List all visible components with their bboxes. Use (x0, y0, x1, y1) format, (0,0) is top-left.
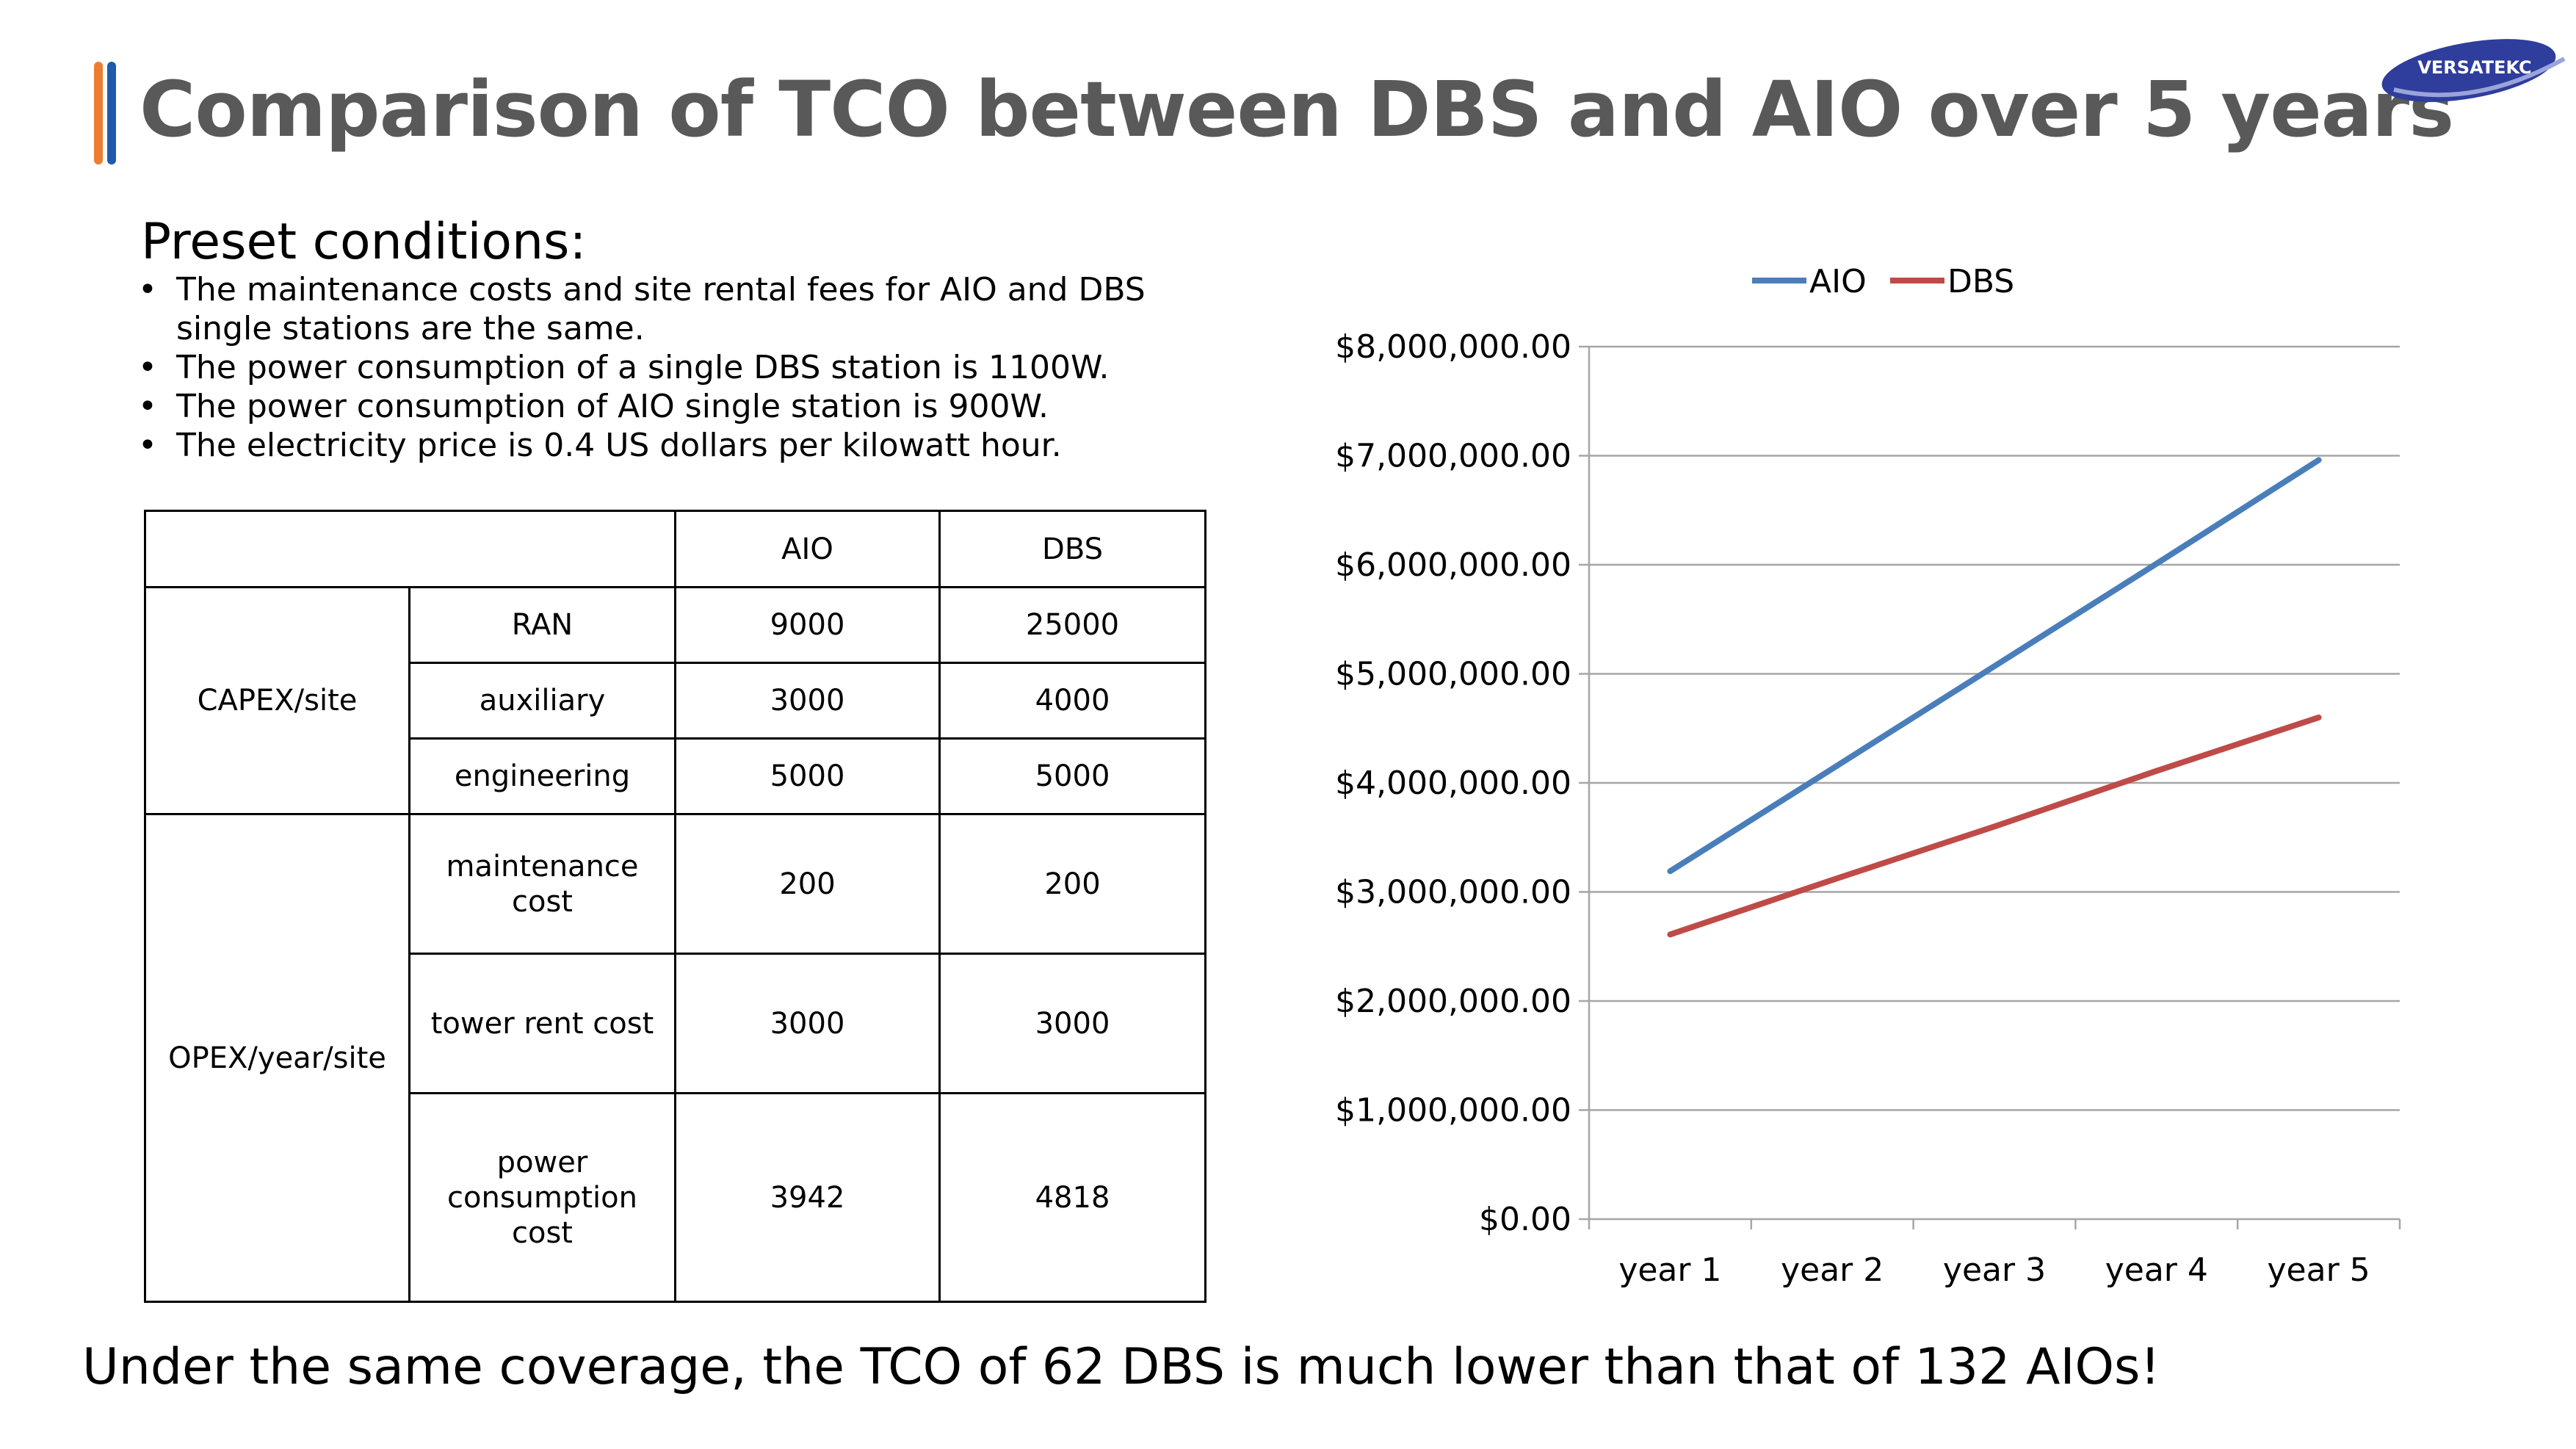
aio-value: 3942 (674, 1092, 941, 1303)
legend-label-dbs: DBS (1947, 263, 2014, 300)
table-header-row: AIO DBS (144, 510, 1206, 588)
versatekc-logo: VERSATEKC (2381, 39, 2566, 102)
tco-table: AIO DBS CAPEX/site RAN 9000 25000 auxili… (144, 510, 1206, 1303)
row-label: auxiliary (408, 662, 676, 740)
aio-value: 5000 (674, 737, 941, 815)
conditions-list: The maintenance costs and site rental fe… (138, 270, 1240, 465)
condition-item: The electricity price is 0.4 US dollars … (138, 426, 1240, 465)
dbs-value: 4818 (938, 1092, 1206, 1303)
table-row: auxiliary 3000 4000 (145, 662, 1206, 740)
dbs-value: 4000 (938, 662, 1206, 740)
row-label: engineering (408, 737, 676, 815)
x-tick-label: year 1 (1618, 1251, 1721, 1289)
aio-value: 200 (674, 813, 941, 955)
x-tick-label: year 3 (1943, 1251, 2046, 1289)
table-row: CAPEX/site RAN 9000 25000 (144, 586, 1206, 815)
y-tick-label: $2,000,000.00 (1335, 983, 1571, 1020)
row-label: tower rent cost (408, 953, 676, 1094)
x-tick-label: year 2 (1781, 1251, 1884, 1289)
opex-group-label: OPEX/year/site (144, 813, 410, 1303)
footer-statement: Under the same coverage, the TCO of 62 D… (82, 1338, 2160, 1396)
table-row: engineering 5000 5000 (145, 737, 1206, 815)
column-header-dbs: DBS (938, 510, 1206, 588)
table-row: OPEX/year/site maintenance cost 200 200 (144, 813, 1206, 1303)
table-row: tower rent cost 3000 3000 (145, 953, 1206, 1094)
series-line-dbs (1667, 714, 2322, 938)
aio-value: 3000 (674, 953, 941, 1094)
capex-group-label: CAPEX/site (144, 586, 410, 815)
y-tick-label: $0.00 (1479, 1201, 1571, 1238)
dbs-value: 5000 (938, 737, 1206, 815)
legend-label-aio: AIO (1809, 263, 1867, 300)
dbs-value: 200 (938, 813, 1206, 955)
row-label: RAN (408, 586, 676, 664)
y-tick-label: $1,000,000.00 (1335, 1092, 1571, 1130)
condition-item: The power consumption of AIO single stat… (138, 387, 1240, 426)
y-tick-label: $8,000,000.00 (1335, 328, 1571, 366)
tco-line-chart: $0.00 $1,000,000.00 $2,000,000.00 $3,000,00… (1335, 263, 2401, 1289)
aio-value: 9000 (674, 586, 941, 664)
condition-item: The power consumption of a single DBS st… (138, 348, 1240, 387)
table-corner-cell (144, 510, 676, 588)
y-tick-label: $6,000,000.00 (1335, 546, 1571, 584)
y-tick-label: $7,000,000.00 (1335, 438, 1571, 475)
column-header-aio: AIO (674, 510, 941, 588)
row-label: power consumption cost (408, 1092, 676, 1303)
table-row: power consumption cost 3942 4818 (145, 1092, 1206, 1303)
dbs-value: 25000 (938, 586, 1206, 664)
slide-title: Comparison of TCO between DBS and AIO ov… (140, 65, 2454, 154)
y-tick-label: $3,000,000.00 (1335, 874, 1571, 911)
logo-text: VERSATEKC (2417, 57, 2531, 78)
accent-bar-blue (107, 62, 116, 165)
dbs-value: 3000 (938, 953, 1206, 1094)
condition-item: The maintenance costs and site rental fe… (138, 270, 1240, 348)
series-line-aio (1667, 457, 2322, 875)
x-tick-label: year 4 (2105, 1251, 2208, 1289)
preset-heading: Preset conditions: (141, 213, 587, 271)
accent-bar-orange (94, 62, 103, 165)
aio-value: 3000 (674, 662, 941, 740)
x-tick-label: year 5 (2268, 1251, 2370, 1289)
y-tick-label: $5,000,000.00 (1335, 656, 1571, 693)
y-tick-label: $4,000,000.00 (1335, 765, 1571, 802)
row-label: maintenance cost (408, 813, 676, 955)
